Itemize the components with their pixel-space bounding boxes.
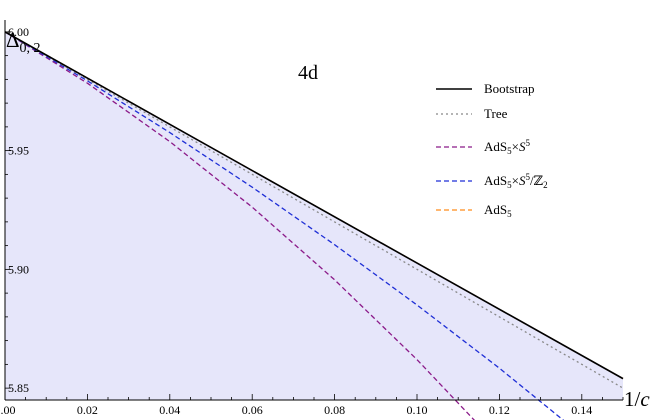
x-tick-label: 0.06 [242, 403, 263, 417]
plot-area [5, 31, 623, 400]
series-line-3 [4, 31, 565, 420]
tick-labels: 0.00 0.02 0.04 0.06 0.08 0.10 0.12 0.14 5.85 5.90… [0, 25, 592, 417]
annotation-4d: 4d [298, 62, 318, 84]
y-tick-label: 5.95 [8, 144, 29, 158]
legend-label-4: AdS5 [484, 202, 512, 219]
legend-label-2: AdS5×S5 [484, 138, 530, 156]
legend: Bootstrap Tree AdS5×S5 AdS5×S5/ℤ2 AdS5 [436, 81, 548, 219]
legend-label-3: AdS5×S5/ℤ2 [484, 172, 548, 190]
y-tick-label: 6.00 [8, 25, 29, 39]
y-tick-label: 5.90 [8, 262, 29, 276]
legend-label-0: Bootstrap [484, 81, 535, 96]
x-tick-label: 0.10 [407, 403, 428, 417]
axes [4, 20, 624, 401]
y-tick-label: 5.85 [8, 381, 29, 395]
x-tick-label: 0.02 [77, 403, 98, 417]
series-line-0 [4, 31, 624, 380]
x-tick-label: 0.12 [489, 403, 510, 417]
axis-labels: Δ0, 2 1/c 4d [6, 28, 650, 411]
x-tick-label: 0.08 [324, 403, 345, 417]
x-tick-label: 0.04 [159, 403, 180, 417]
series-line-1 [4, 31, 624, 389]
y-axis-label: Δ0, 2 [6, 28, 41, 56]
x-axis-label: 1/c [624, 387, 650, 411]
series-layer [4, 31, 624, 420]
legend-label-1: Tree [484, 106, 508, 121]
series-line-2 [4, 31, 476, 420]
x-tick-label: 0.00 [0, 403, 16, 417]
x-tick-label: 0.14 [571, 403, 592, 417]
allowed-region [5, 31, 623, 400]
